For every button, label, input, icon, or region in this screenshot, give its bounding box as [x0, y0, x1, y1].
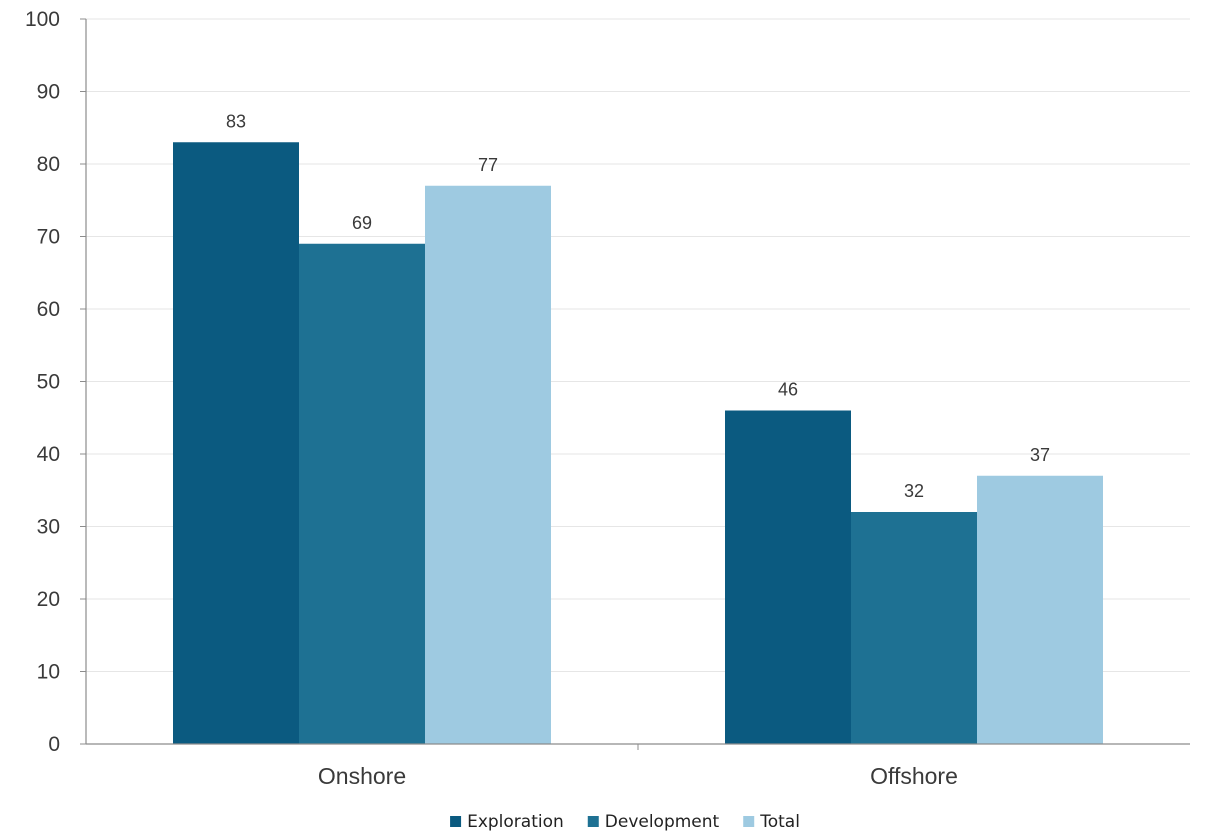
y-tick-label: 90 — [37, 81, 60, 104]
legend-swatch — [587, 816, 599, 827]
y-tick-label: 20 — [37, 588, 60, 611]
bar-total-offshore — [977, 475, 1103, 744]
x-category-label: Onshore — [318, 763, 406, 789]
bar-exploration-offshore — [725, 410, 851, 744]
legend-label: Exploration — [467, 812, 564, 832]
legend-label: Total — [759, 812, 800, 832]
bar-development-onshore — [299, 243, 425, 744]
data-label: 77 — [478, 155, 498, 175]
legend-swatch — [450, 816, 462, 827]
bar-development-offshore — [851, 512, 977, 744]
y-tick-label: 40 — [37, 443, 60, 466]
y-tick-label: 30 — [37, 516, 60, 539]
legend-label: Development — [605, 812, 720, 832]
legend-swatch — [743, 816, 755, 827]
legend-item-development: Development — [587, 812, 720, 832]
bar-exploration-onshore — [173, 142, 299, 744]
y-tick-label: 80 — [37, 153, 60, 176]
data-label: 32 — [904, 481, 924, 501]
bar-total-onshore — [425, 185, 551, 744]
data-label: 37 — [1030, 445, 1050, 465]
data-label: 46 — [778, 380, 798, 400]
y-tick-label: 100 — [25, 8, 60, 31]
x-axis-categories: Onshore Offshore — [318, 763, 958, 789]
bars — [173, 142, 1103, 744]
x-category-label: Offshore — [870, 763, 958, 789]
legend-item-total: Total — [743, 812, 800, 832]
data-label: 69 — [352, 213, 372, 233]
legend-item-exploration: Exploration — [450, 812, 564, 832]
y-tick-label: 0 — [48, 733, 60, 756]
legend: Exploration Development Total — [450, 812, 800, 832]
y-tick-label: 50 — [37, 371, 60, 394]
y-tick-label: 70 — [37, 226, 60, 249]
y-tick-label: 10 — [37, 661, 60, 684]
y-axis-ticks: 0 10 20 30 40 50 60 70 80 90 100 — [25, 8, 60, 756]
y-tick-label: 60 — [37, 298, 60, 321]
axes — [80, 18, 1190, 750]
data-label: 83 — [226, 111, 246, 131]
data-labels: 83 69 77 46 32 37 — [226, 111, 1050, 501]
